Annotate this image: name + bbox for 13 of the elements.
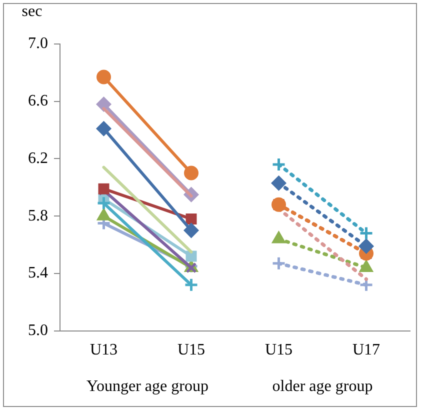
y-tick-label: 5.8 xyxy=(28,207,48,224)
x-tick-label: U17 xyxy=(352,342,380,359)
y-tick-label: 7.0 xyxy=(28,35,48,52)
text: Younger age group xyxy=(86,378,208,395)
y-tick-label: 5.4 xyxy=(28,264,48,282)
y-tick-label: 6.2 xyxy=(28,150,48,167)
y-tick-label: 5.0 xyxy=(28,322,48,340)
x-tick-label: U15 xyxy=(177,342,206,359)
y-axis-title: sec xyxy=(22,3,42,20)
x-tick-label: U15 xyxy=(264,342,293,359)
y-tick-label: 6.6 xyxy=(28,92,48,110)
x-tick-label: U13 xyxy=(90,342,118,359)
text: older age group xyxy=(272,378,373,395)
